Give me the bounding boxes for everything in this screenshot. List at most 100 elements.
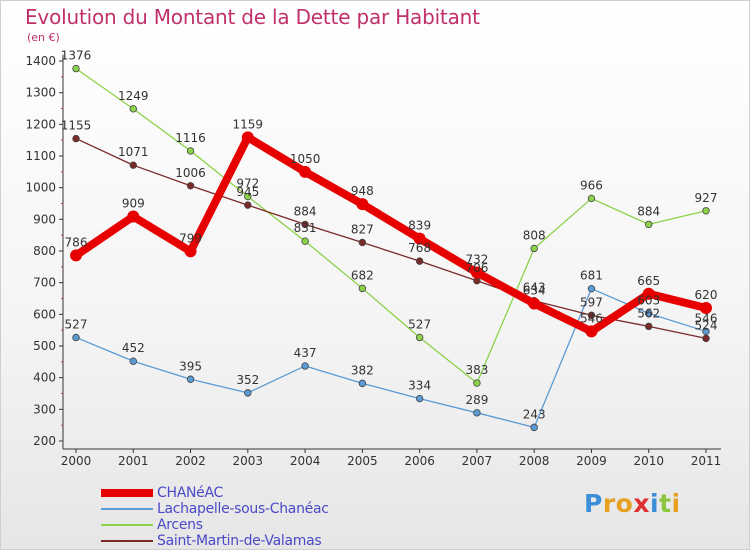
legend-item-lachapelle: Lachapelle-sous-Chanéac — [101, 501, 329, 517]
data-point-0-6 — [413, 232, 426, 245]
data-point-0-4 — [299, 165, 312, 178]
logo-letter: o — [615, 489, 634, 518]
y-tick-label-500: 500 — [33, 339, 56, 353]
y-tick-label-300: 300 — [33, 402, 56, 416]
data-point-1-0 — [72, 333, 80, 342]
legend-item-chaneac: CHANéAC — [101, 485, 329, 501]
data-point-2-5 — [358, 284, 367, 293]
data-label-0-1: 909 — [122, 196, 145, 210]
x-tick-label-2004: 2004 — [290, 454, 321, 468]
data-label-2-0: 1376 — [61, 49, 92, 63]
data-point-1-10 — [645, 309, 653, 318]
y-tick-label-900: 900 — [33, 212, 56, 226]
data-label-1-4: 437 — [294, 346, 317, 360]
legend-label-lachapelle: Lachapelle-sous-Chanéac — [157, 501, 329, 517]
data-label-2-8: 808 — [523, 228, 546, 242]
data-point-3-11 — [702, 334, 710, 343]
data-label-0-6: 839 — [408, 219, 431, 233]
data-point-3-4 — [301, 220, 309, 229]
logo-letter: t — [659, 489, 672, 518]
data-label-1-3: 352 — [236, 373, 259, 387]
x-tick-label-2002: 2002 — [175, 454, 206, 468]
data-label-0-7: 732 — [465, 253, 488, 267]
data-point-1-2 — [186, 375, 195, 383]
data-point-2-1 — [129, 105, 137, 113]
data-point-1-1 — [129, 357, 137, 365]
legend-label-chaneac: CHANéAC — [157, 485, 223, 501]
data-point-1-8 — [530, 423, 538, 432]
legend-item-saint-martin: Saint-Martin-de-Valamas — [101, 533, 329, 549]
data-point-1-4 — [301, 362, 309, 370]
data-point-2-3 — [244, 192, 252, 201]
data-point-3-5 — [358, 238, 367, 247]
y-tick-label-1100: 1100 — [25, 149, 56, 163]
x-tick-label-2005: 2005 — [347, 454, 378, 468]
data-point-3-3 — [244, 201, 252, 209]
data-label-1-0: 527 — [65, 317, 88, 331]
data-label-0-3: 1159 — [233, 117, 264, 131]
data-point-3-6 — [415, 257, 424, 265]
series-line-0 — [72, 133, 710, 336]
data-point-2-7 — [473, 379, 481, 387]
data-label-1-9: 681 — [580, 269, 603, 283]
legend-label-arcens: Arcens — [157, 517, 203, 533]
data-label-2-10: 884 — [637, 204, 660, 218]
data-point-2-4 — [301, 237, 309, 245]
data-label-3-3: 945 — [236, 185, 259, 199]
y-tick-label-1200: 1200 — [25, 117, 56, 131]
data-label-3-6: 768 — [408, 241, 431, 255]
data-point-3-1 — [129, 161, 137, 169]
data-label-2-4: 831 — [294, 221, 317, 235]
legend-label-saint-martin: Saint-Martin-de-Valamas — [157, 533, 322, 549]
y-tick-label-600: 600 — [33, 307, 56, 321]
data-point-0-0 — [70, 249, 82, 262]
y-tick-label-1300: 1300 — [25, 86, 56, 100]
data-label-0-10: 665 — [637, 274, 660, 288]
legend-item-arcens: Arcens — [101, 517, 329, 533]
y-tick-label-700: 700 — [33, 276, 56, 290]
data-point-0-9 — [585, 325, 598, 338]
x-tick-label-2001: 2001 — [118, 454, 149, 468]
legend-swatch-lachapelle — [101, 508, 153, 510]
data-point-2-0 — [72, 64, 80, 73]
data-label-2-6: 527 — [408, 317, 431, 331]
legend-swatch-arcens — [101, 524, 153, 526]
data-label-1-11: 546 — [695, 311, 718, 325]
logo-letter: P — [584, 489, 603, 518]
series-line-3 — [75, 137, 707, 340]
y-tick-label-400: 400 — [33, 371, 56, 385]
data-label-3-9: 597 — [580, 295, 603, 309]
data-point-2-10 — [645, 220, 653, 229]
data-label-3-8: 643 — [523, 281, 546, 295]
data-point-3-0 — [72, 134, 80, 143]
legend-swatch-chaneac — [101, 489, 153, 497]
data-label-0-11: 620 — [695, 288, 718, 302]
x-tick-label-2006: 2006 — [404, 454, 435, 468]
y-tick-label-1000: 1000 — [25, 181, 56, 195]
x-tick-label-2008: 2008 — [519, 454, 550, 468]
data-label-2-1: 1249 — [118, 89, 149, 103]
data-label-3-0: 1155 — [61, 119, 92, 133]
x-tick-label-2010: 2010 — [633, 454, 664, 468]
series-line-2 — [75, 67, 707, 384]
data-label-3-4: 884 — [294, 204, 317, 218]
logo-letter: r — [602, 489, 616, 518]
data-point-0-3 — [241, 131, 254, 144]
data-label-2-5: 682 — [351, 268, 374, 282]
data-point-0-11 — [700, 302, 712, 314]
data-label-2-3: 972 — [236, 177, 259, 191]
data-label-3-1: 1071 — [118, 145, 149, 159]
data-label-2-9: 966 — [580, 178, 603, 192]
chart-title: Evolution du Montant de la Dette par Hab… — [25, 5, 480, 29]
data-point-1-7 — [473, 409, 481, 417]
data-point-0-7 — [470, 266, 483, 279]
data-label-0-5: 948 — [351, 184, 374, 198]
data-point-0-10 — [642, 287, 655, 300]
data-label-1-2: 395 — [179, 359, 202, 373]
logo-letter: x — [633, 489, 650, 518]
data-label-0-9: 546 — [580, 311, 603, 325]
data-point-2-9 — [587, 194, 596, 203]
data-point-2-6 — [415, 333, 424, 342]
unit-label: (en €) — [27, 31, 60, 44]
